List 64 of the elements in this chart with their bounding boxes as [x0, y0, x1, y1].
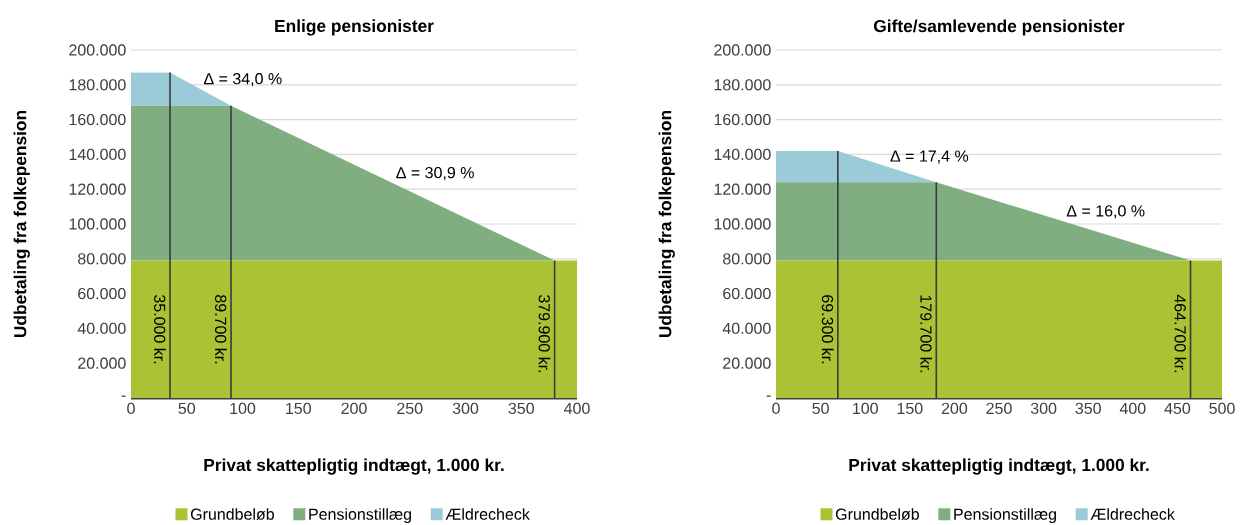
y-tick-label: 100.000 — [714, 218, 771, 230]
chart-title: Gifte/samlevende pensionister — [874, 19, 1125, 36]
legend-label: Grundbeløb — [835, 508, 919, 521]
x-tick-label: 400 — [1119, 402, 1146, 415]
y-tick-label: 60.000 — [78, 287, 126, 300]
chart-title: Enlige pensionister — [275, 19, 434, 36]
y-tick-label: 20.000 — [723, 357, 771, 369]
y-tick-label: 180.000 — [714, 79, 771, 91]
x-tick-label: 400 — [564, 402, 590, 415]
y-tick-label: 100.000 — [69, 218, 126, 230]
x-tick-label: 150 — [286, 402, 311, 415]
annotation: Δ = 17,4 % — [890, 150, 969, 164]
x-axis-title: Privat skattepligtig indtægt, 1.000 kr. — [849, 458, 1149, 475]
x-tick-label: 150 — [897, 402, 923, 415]
y-tick-label: 60.000 — [723, 287, 771, 300]
legend-label: Pensionstillæg — [954, 508, 1056, 524]
y-tick-label: 120.000 — [69, 183, 126, 195]
x-tick-label: 250 — [397, 402, 423, 415]
x-tick-label: 500 — [1209, 402, 1235, 415]
annotation: Δ = 30,9 % — [396, 166, 474, 181]
y-tick-label: 80.000 — [78, 253, 126, 265]
y-tick-label: 200.000 — [714, 44, 771, 56]
y-axis-title: Udbetaling fra folkepension — [658, 110, 675, 338]
y-tick-label: 140.000 — [69, 148, 126, 161]
annotation: Δ = 34,0 % — [203, 73, 282, 87]
x-tick-label: 50 — [178, 402, 196, 415]
legend-label: Ældrecheck — [1090, 508, 1175, 520]
y-tick-label: 160.000 — [714, 113, 771, 126]
ref-line-label: 179.700 kr. — [920, 295, 933, 373]
y-tick-label: 180.000 — [69, 79, 126, 91]
x-tick-label: 0 — [127, 402, 135, 415]
x-tick-label: 200 — [341, 402, 367, 415]
y-tick-label: 120.000 — [714, 183, 771, 195]
y-tick-label: 40.000 — [77, 322, 126, 335]
y-tick-label: 200.000 — [69, 44, 126, 56]
y-tick-label: 160.000 — [69, 113, 126, 126]
x-tick-label: 200 — [941, 402, 968, 415]
y-axis-title: Udbetaling fra folkepension — [13, 110, 30, 338]
x-tick-label: 250 — [986, 402, 1012, 415]
x-tick-label: 300 — [452, 402, 479, 415]
y-tick-label: - — [121, 395, 126, 397]
y-tick-label: - — [766, 395, 771, 397]
x-tick-label: 100 — [230, 402, 256, 415]
x-tick-label: 300 — [1030, 402, 1057, 415]
ref-line-label: 89.700 kr. — [215, 295, 227, 364]
x-axis-title: Privat skattepligtig indtægt, 1.000 kr. — [204, 458, 504, 475]
x-tick-label: 450 — [1164, 402, 1191, 415]
x-tick-label: 100 — [853, 402, 878, 415]
ref-line-label: 35.000 kr. — [154, 294, 166, 364]
ref-line-label: 464.700 kr. — [1174, 294, 1187, 373]
ref-line-label: 69.300 kr. — [821, 295, 834, 364]
ref-line-label: 379.900 kr. — [538, 294, 551, 373]
x-tick-label: 50 — [812, 402, 829, 415]
legend-label: Pensionstillæg — [309, 508, 411, 524]
y-tick-label: 140.000 — [714, 148, 771, 161]
y-tick-label: 40.000 — [722, 322, 771, 335]
legend-label: Ældrecheck — [445, 508, 530, 520]
annotation: Δ = 16,0 % — [1066, 205, 1145, 219]
x-tick-label: 350 — [508, 402, 534, 415]
x-tick-label: 0 — [772, 402, 780, 415]
y-tick-label: 80.000 — [723, 253, 771, 265]
y-tick-label: 20.000 — [78, 357, 126, 369]
x-tick-label: 350 — [1075, 402, 1101, 415]
legend-label: Grundbeløb — [190, 508, 274, 521]
